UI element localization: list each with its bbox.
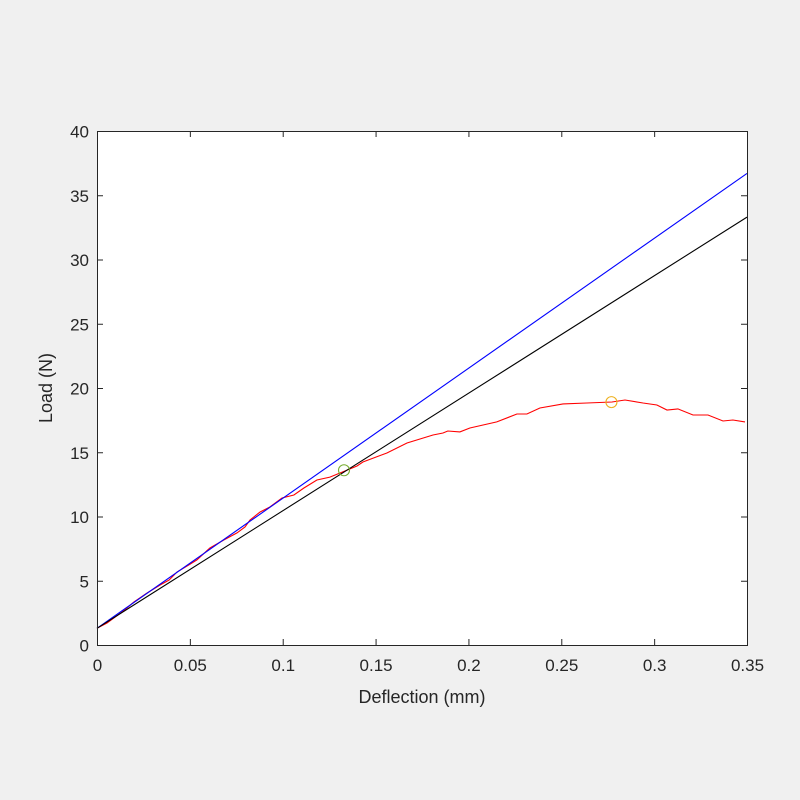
series-line-0 (96, 399, 746, 629)
plot-area (97, 131, 747, 645)
x-tick-label: 0.25 (545, 656, 578, 675)
y-tick-label: 35 (70, 187, 89, 206)
marker-circle-icon (605, 396, 618, 409)
x-tick-label: 0.05 (174, 656, 207, 675)
y-tick-label: 15 (70, 444, 89, 463)
y-tick-label: 40 (70, 123, 89, 142)
y-tick-label: 5 (80, 572, 89, 591)
x-tick-label: 0.35 (731, 656, 764, 675)
x-tick-label: 0.2 (457, 656, 481, 675)
x-tick-label: 0.15 (360, 656, 393, 675)
x-axis-ticks: 0 0.05 0.1 0.15 0.2 0.25 0.3 0.35 (93, 131, 764, 675)
y-tick-label: 30 (70, 251, 89, 270)
series-layer (96, 172, 748, 629)
y-tick-label: 10 (70, 508, 89, 527)
y-tick-label: 20 (70, 380, 89, 399)
y-axis-label: Load (N) (36, 353, 56, 423)
series-line-2 (96, 216, 748, 629)
x-axis-label: Deflection (mm) (358, 687, 485, 707)
y-tick-label: 25 (70, 315, 89, 334)
x-tick-label: 0 (93, 656, 102, 675)
x-tick-label: 0.3 (643, 656, 667, 675)
marker-circle-icon (337, 464, 351, 477)
y-axis-ticks: 0 5 10 15 20 25 30 35 40 (70, 123, 747, 656)
y-tick-label: 0 (80, 637, 89, 656)
x-tick-label: 0.1 (271, 656, 295, 675)
series-line-1 (96, 172, 748, 629)
